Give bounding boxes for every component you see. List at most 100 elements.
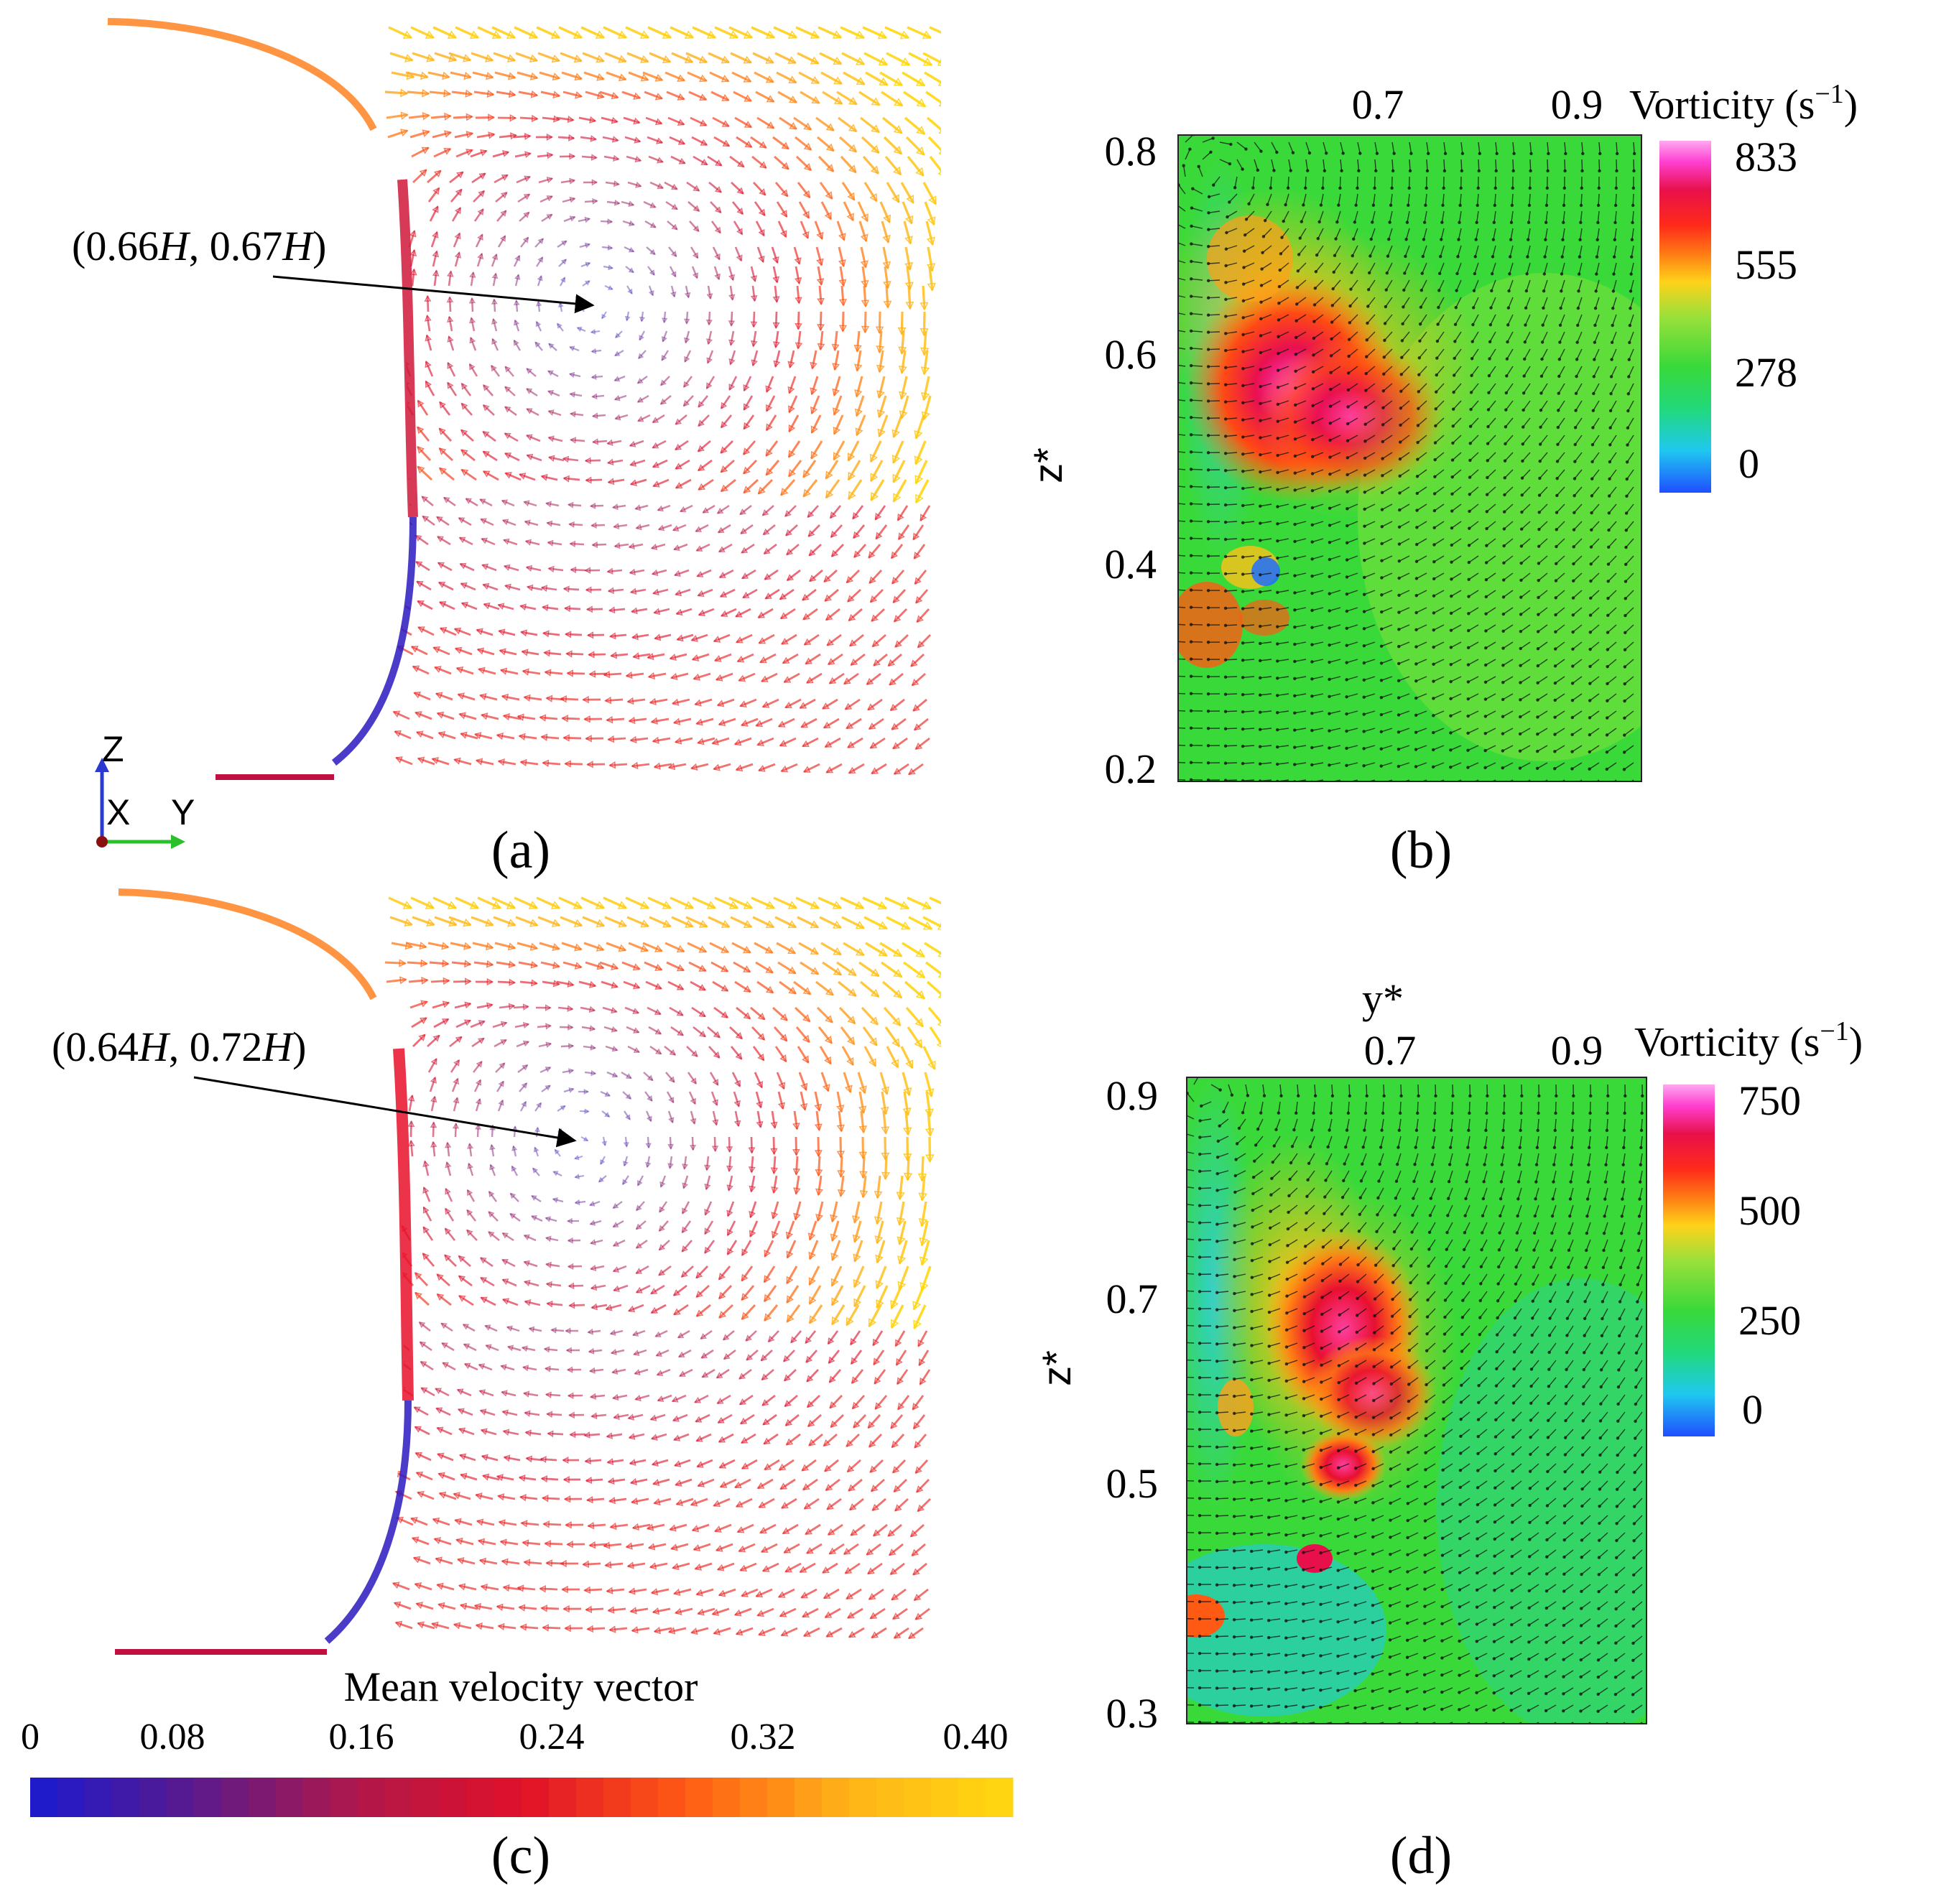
velocity-vector-head bbox=[611, 91, 619, 100]
quiver-arrow bbox=[1347, 486, 1358, 493]
quiver-head bbox=[1338, 186, 1342, 190]
velocity-vector bbox=[807, 524, 820, 537]
velocity-vector bbox=[660, 395, 672, 405]
velocity-vector bbox=[590, 1394, 606, 1398]
velocity-vector bbox=[491, 26, 516, 40]
quiver-arrow bbox=[1399, 452, 1410, 460]
velocity-vector bbox=[425, 381, 435, 396]
velocity-vector-head bbox=[892, 595, 900, 604]
velocity-vector-head bbox=[407, 1139, 415, 1147]
velocity-vector bbox=[892, 414, 903, 438]
quiver-arrow bbox=[1243, 297, 1255, 302]
velocity-vector-head bbox=[442, 959, 450, 967]
quiver-head bbox=[1363, 440, 1367, 443]
velocity-vector-head bbox=[856, 77, 866, 85]
velocity-vector bbox=[843, 201, 854, 221]
velocity-vector-head bbox=[569, 411, 576, 418]
velocity-vector-head bbox=[802, 210, 810, 219]
quiver-arrow bbox=[1561, 262, 1565, 274]
velocity-vector bbox=[820, 201, 833, 220]
quiver-arrow bbox=[1347, 452, 1358, 458]
velocity-vector bbox=[624, 246, 634, 253]
velocity-vector-head bbox=[606, 439, 613, 446]
velocity-vector bbox=[481, 1296, 496, 1306]
velocity-vector-head bbox=[525, 434, 533, 441]
quiver-arrow bbox=[1575, 383, 1583, 394]
velocity-vector-head bbox=[937, 58, 941, 66]
velocity-vector bbox=[798, 942, 819, 955]
velocity-vector-head bbox=[417, 626, 425, 633]
quiver-arrow bbox=[1422, 262, 1427, 274]
velocity-vector-head bbox=[837, 1189, 846, 1197]
velocity-vector-head bbox=[584, 1108, 590, 1115]
quiver-head bbox=[1172, 571, 1175, 574]
velocity-vector bbox=[773, 896, 797, 909]
velocity-vector-head bbox=[414, 711, 422, 718]
velocity-vector bbox=[900, 395, 909, 419]
velocity-vector bbox=[750, 1175, 756, 1192]
quiver-head bbox=[1414, 748, 1418, 751]
velocity-vector-head bbox=[501, 1278, 509, 1286]
velocity-vector-head bbox=[590, 329, 596, 335]
velocity-vector-head bbox=[458, 1295, 466, 1302]
velocity-vector-head bbox=[482, 404, 490, 412]
velocity-vector-head bbox=[646, 1115, 652, 1123]
quiver-head bbox=[1351, 254, 1354, 258]
quiver-head bbox=[1276, 642, 1279, 646]
quiver-head bbox=[1298, 236, 1302, 240]
quiver-head bbox=[1409, 152, 1413, 155]
velocity-vector-head bbox=[649, 269, 655, 276]
velocity-vector-head bbox=[574, 943, 583, 952]
velocity-vector-head bbox=[658, 1225, 665, 1232]
velocity-vector-head bbox=[788, 450, 796, 458]
quiver-head bbox=[1294, 369, 1297, 373]
quiver-arrow bbox=[1502, 676, 1514, 683]
velocity-vector-head bbox=[915, 595, 923, 604]
velocity-vector-head bbox=[844, 1085, 853, 1094]
quiver-arrow bbox=[1226, 779, 1238, 781]
velocity-vector bbox=[822, 90, 843, 105]
velocity-vector bbox=[648, 155, 664, 163]
velocity-vector-head bbox=[721, 919, 731, 928]
velocity-vector-head bbox=[589, 1025, 596, 1032]
velocity-vector-head bbox=[824, 1035, 833, 1044]
velocity-vector bbox=[857, 201, 869, 222]
quiver-head bbox=[1467, 577, 1470, 581]
velocity-vector-head bbox=[913, 723, 922, 731]
velocity-vector bbox=[774, 311, 778, 328]
quiver-arrow bbox=[1248, 193, 1255, 205]
velocity-vector-head bbox=[566, 1217, 573, 1225]
quiver-arrow bbox=[1468, 745, 1479, 751]
quiver-arrow bbox=[1260, 400, 1272, 404]
velocity-vector bbox=[664, 942, 685, 953]
quiver-head bbox=[1557, 391, 1560, 395]
velocity-vector bbox=[519, 211, 530, 222]
quiver-head bbox=[1356, 186, 1359, 190]
velocity-vector bbox=[830, 524, 843, 538]
velocity-vector-head bbox=[833, 920, 842, 929]
quiver-arrow bbox=[1260, 469, 1272, 473]
velocity-vector-head bbox=[878, 57, 889, 66]
quiver-head bbox=[1258, 641, 1262, 646]
quiver-head bbox=[1172, 381, 1175, 384]
quiver-arrow bbox=[1486, 624, 1496, 632]
velocity-vector-head bbox=[392, 710, 401, 718]
quiver-arrow bbox=[1243, 366, 1255, 369]
quiver-arrow bbox=[1468, 676, 1479, 683]
velocity-vector bbox=[715, 672, 733, 681]
velocity-vector-head bbox=[439, 627, 448, 634]
quiver-arrow bbox=[1261, 279, 1272, 287]
velocity-vector bbox=[417, 757, 435, 766]
velocity-vector bbox=[796, 285, 800, 304]
velocity-vector-head bbox=[589, 1239, 596, 1245]
quiver-arrow bbox=[1519, 693, 1531, 700]
velocity-vector bbox=[887, 653, 902, 667]
velocity-vector bbox=[881, 220, 890, 243]
velocity-vector-head bbox=[861, 325, 870, 334]
velocity-vector-head bbox=[764, 946, 774, 954]
quiver-head bbox=[1172, 623, 1175, 626]
quiver-head bbox=[1503, 459, 1507, 463]
velocity-vector bbox=[910, 653, 925, 667]
velocity-vector-head bbox=[830, 1253, 839, 1262]
velocity-vector-head bbox=[454, 646, 463, 654]
